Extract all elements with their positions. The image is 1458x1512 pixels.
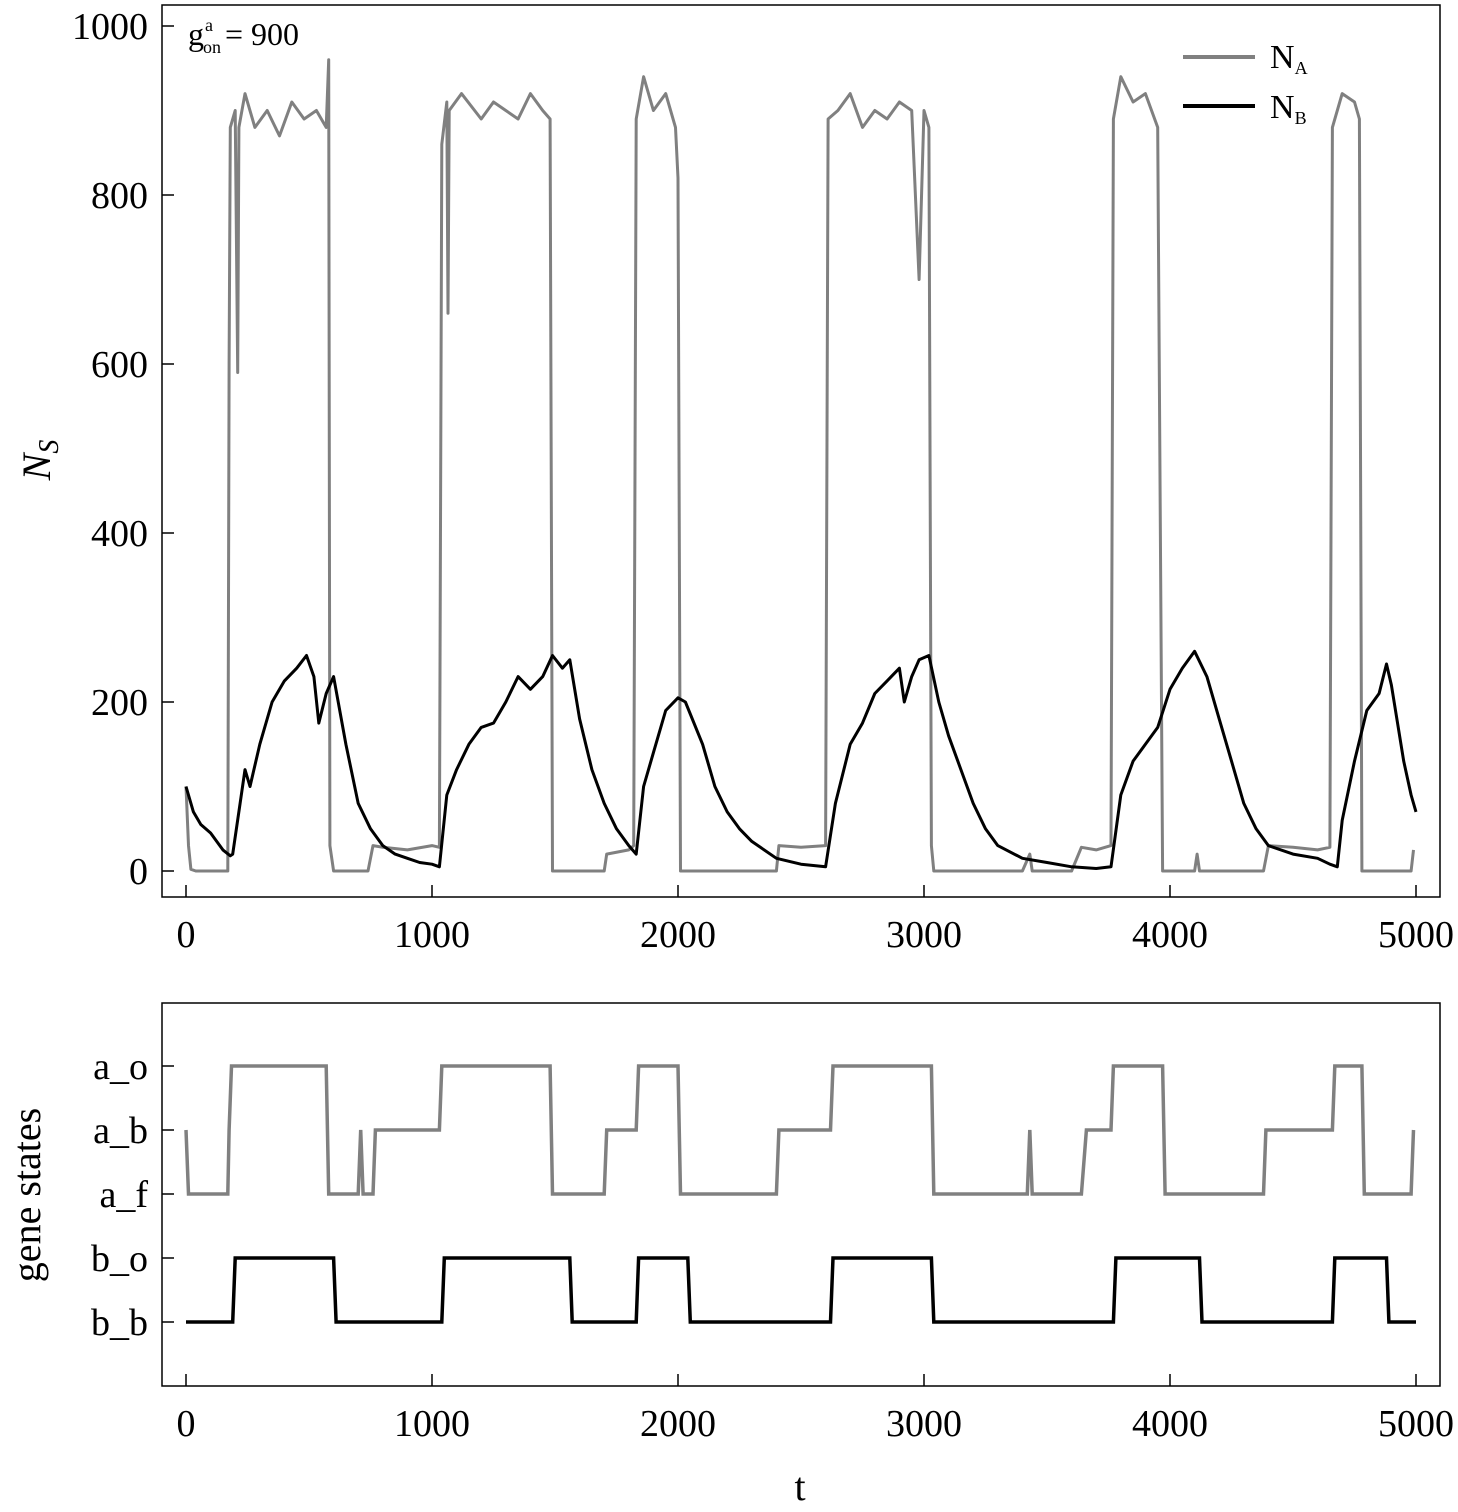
bottom-y-axis-label: gene states: [4, 1108, 49, 1282]
top-panel: 0 1000 2000 3000 4000 5000 0 200 400 600 800 1000 N…: [14, 4, 1454, 956]
bottom-y-tick-label-a_b: a_b: [93, 1110, 148, 1152]
top-y-tick-label-5: 1000: [72, 6, 148, 48]
legend-nb-label: NB: [1270, 89, 1307, 128]
bottom-ticks-group: 0 1000 2000 3000 4000 5000 a_o a_b a_f b_o b_b: [91, 1046, 1454, 1445]
bottom-x-tick-label-1: 1000: [394, 1403, 470, 1445]
top-series-group: [184, 58, 1418, 873]
bottom-series-line-0: [184, 1064, 1416, 1196]
bottom-y-tick-label-a_o: a_o: [93, 1046, 148, 1088]
bottom-panel: 0 1000 2000 3000 4000 5000 a_o a_b a_f b_o b_b gen…: [4, 1002, 1454, 1509]
bottom-x-tick-label-0: 0: [177, 1403, 196, 1445]
x-axis-label: t: [794, 1464, 805, 1509]
legend-na-label: NA: [1270, 39, 1308, 78]
top-x-tick-label-0: 0: [177, 914, 196, 956]
bottom-y-tick-label-b_b: b_b: [91, 1302, 148, 1344]
bottom-x-tick-label-3: 3000: [886, 1403, 962, 1445]
annotation-sub: on: [203, 37, 221, 57]
bottom-series-group: [184, 1064, 1416, 1324]
top-series-line-B: [184, 649, 1418, 870]
top-series-line-A: [184, 58, 1415, 873]
top-x-tick-label-1: 1000: [394, 914, 470, 956]
top-y-tick-label-3: 600: [91, 344, 148, 386]
top-plot-frame: [161, 4, 1441, 898]
top-y-axis-label: NS: [14, 440, 65, 482]
top-x-tick-label-4: 4000: [1132, 914, 1208, 956]
annotation-label: ga on = 900: [188, 15, 299, 57]
top-y-axis-label-main: N: [14, 451, 59, 481]
bottom-y-tick-label-a_f: a_f: [99, 1174, 148, 1216]
bottom-y-tick-label-b_o: b_o: [91, 1238, 148, 1280]
annotation-g: g: [188, 16, 204, 52]
legend: NA NB: [1183, 39, 1308, 128]
bottom-x-tick-label-5: 5000: [1378, 1403, 1454, 1445]
top-x-tick-label-3: 3000: [886, 914, 962, 956]
bottom-series-line-1: [186, 1256, 1416, 1324]
annotation-sup: a: [205, 15, 213, 35]
top-y-tick-label-1: 200: [91, 682, 148, 724]
top-x-tick-label-2: 2000: [640, 914, 716, 956]
bottom-x-tick-label-2: 2000: [640, 1403, 716, 1445]
annotation-rest: = 900: [225, 16, 299, 52]
legend-na-main: N: [1270, 39, 1295, 76]
top-y-axis-label-sub: S: [34, 440, 65, 454]
legend-nb-main: N: [1270, 89, 1295, 126]
top-y-tick-label-2: 400: [91, 513, 148, 555]
top-ticks-group: 0 1000 2000 3000 4000 5000 0 200 400 600 800 1000: [72, 6, 1454, 956]
bottom-x-tick-label-4: 4000: [1132, 1403, 1208, 1445]
legend-na-sub: A: [1295, 58, 1308, 78]
top-y-tick-label-4: 800: [91, 175, 148, 217]
top-y-tick-label-0: 0: [129, 851, 148, 893]
legend-nb-sub: B: [1295, 108, 1307, 128]
top-x-tick-label-5: 5000: [1378, 914, 1454, 956]
